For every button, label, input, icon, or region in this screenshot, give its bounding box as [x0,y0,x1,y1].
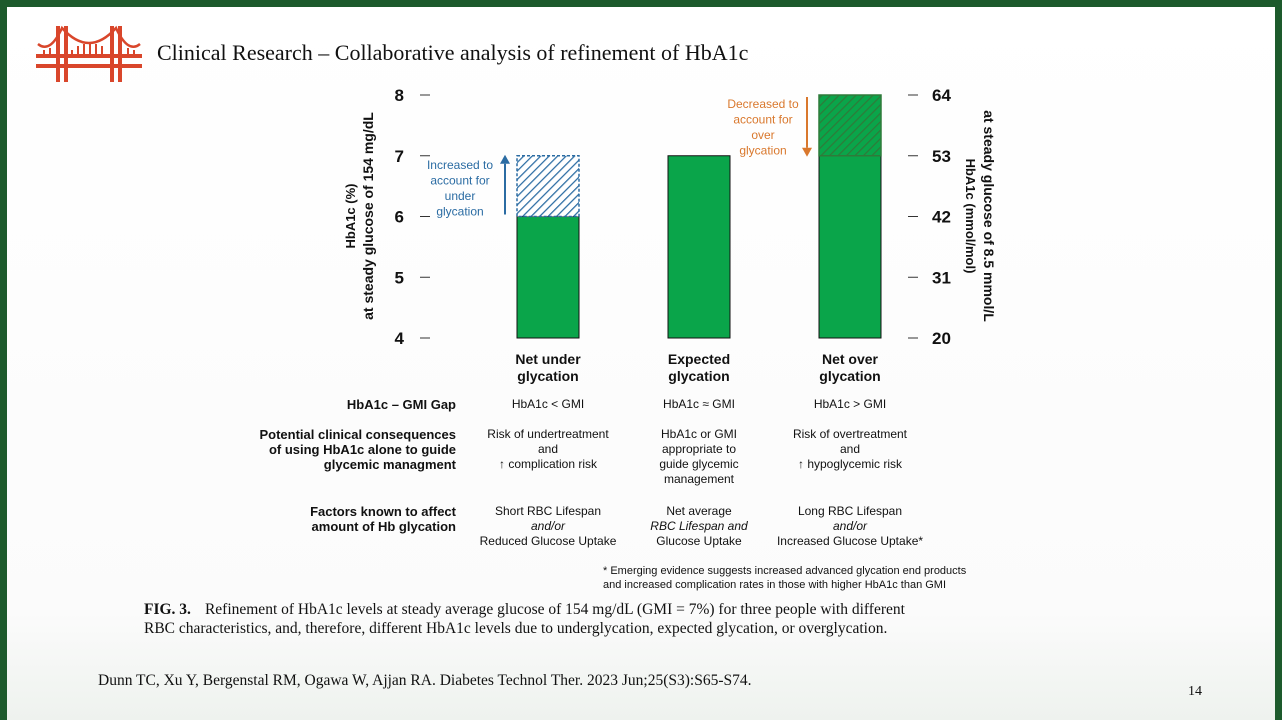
cell-line: guide glycemic [659,457,739,471]
cell-line: and [537,442,559,456]
cell-line: and/or [530,519,566,533]
caption-label: FIG. 3. [144,601,191,618]
row-header-line: glycemic managment [323,457,456,472]
y-tick-label: 4 [395,329,405,348]
footnote: * Emerging evidence suggests increased a… [603,565,967,577]
bar [667,155,731,339]
table-cell: Risk of overtreatment and ↑ hypoglycemic r… [770,427,930,472]
caption-line: Refinement of HbA1c levels at steady ave… [204,601,905,618]
annotation-text: glycation [436,205,483,219]
row-header: Factors known to affect amount of Hb glyc… [310,504,456,534]
table-cell: Short RBC Lifespan and/or Reduced Glucose … [468,504,628,549]
row-header: Potential clinical consequences of using … [259,427,456,472]
cell-line: Risk of overtreatment [792,427,908,441]
y-tick-label: 6 [395,208,404,227]
x-tick-label: Expected glycation [667,351,731,384]
cell-line: management [663,472,735,486]
y2-tick-label: 64 [932,86,951,105]
cell-line: and [839,442,861,456]
annotation-text: Decreased to [727,97,799,111]
cell-line: Reduced Glucose Uptake [479,534,617,548]
y2-tick-label: 42 [932,208,951,227]
cell-line: appropriate to [661,442,737,456]
caption-line: RBC characteristics, and, therefore, dif… [144,620,888,637]
table-cell: HbA1c or GMI appropriate to guide glycemic… [619,427,779,487]
x-tick-label: Net over glycation [819,351,881,384]
y2-tick-label: 31 [932,268,951,287]
x-tick-label: Net under glycation [515,351,581,384]
y2-tick-label: 20 [932,329,951,348]
table-cell: Long RBC Lifespan and/or Increased Glucose… [770,504,930,549]
row-header-line: Potential clinical consequences [259,427,456,442]
cell-line: HbA1c < GMI [511,397,585,411]
cell-line: Risk of undertreatment [487,427,609,441]
bar-segment [818,94,882,157]
cell-line: RBC Lifespan and [650,519,748,533]
cell-line: Increased Glucose Uptake* [776,534,924,548]
cell-line: HbA1c ≈ GMI [663,397,735,411]
row-header-line: of using HbA1c alone to guide [268,442,456,457]
table-cell: Net average RBC Lifespan and Glucose Uptak… [619,504,779,549]
annotation-text: account for [430,174,489,188]
cell-line: HbA1c > GMI [813,397,887,411]
bar [818,155,882,339]
footnote: and increased complication rates in thos… [603,579,947,591]
y-tick-label: 8 [395,86,404,105]
y-tick-label: 7 [395,147,404,166]
table-cell: HbA1c < GMI [468,397,628,412]
row-header-line: Factors known to affect [310,504,456,519]
table-cell: HbA1c ≈ GMI [619,397,779,412]
cell-line: Glucose Uptake [656,534,742,548]
cell-line: ↑ hypoglycemic risk [797,457,903,471]
cell-line: Short RBC Lifespan [494,504,602,518]
bar-segment [516,155,580,218]
cell-line: ↑ complication risk [498,457,598,471]
cell-line: Long RBC Lifespan [797,504,903,518]
annotation-text: account for [733,113,792,127]
cell-line: and/or [832,519,868,533]
bar [516,216,580,339]
annotation-arrowhead [802,147,812,157]
annotation-text: under [445,189,476,203]
slide [7,7,1275,720]
annotation-arrowhead [500,154,510,164]
table-cell: Risk of undertreatment and ↑ complication … [468,427,628,472]
annotation-text: Increased to [427,158,493,172]
annotation-text: glycation [739,144,786,158]
annotation-text: over [751,128,774,142]
cell-line: HbA1c or GMI [660,427,738,441]
slide-title: Clinical Research – Collaborative analys… [157,40,749,65]
row-header-line: amount of Hb glycation [311,519,456,534]
row-header: HbA1c – GMI Gap [347,397,456,412]
y-tick-label: 5 [395,268,404,287]
y-axis-label: at steady glucose of 154 mg/dL [360,112,376,320]
logo [36,25,142,82]
y2-axis-label: HbA1c (mmol/mol) [963,159,978,274]
row-header-line: HbA1c – GMI Gap [346,397,456,412]
y-axis-label: HbA1c (%) [343,183,358,248]
table-cell: HbA1c > GMI [770,397,930,412]
page-number: 14 [1188,684,1202,699]
y2-tick-label: 53 [932,147,951,166]
cell-line: Net average [666,504,732,518]
caption: FIG. 3. Refinement of HbA1c levels at ste… [144,600,905,638]
y2-axis-label: at steady glucose of 8.5 mmol/L [981,110,997,322]
citation: Dunn TC, Xu Y, Bergenstal RM, Ogawa W, A… [98,672,752,689]
